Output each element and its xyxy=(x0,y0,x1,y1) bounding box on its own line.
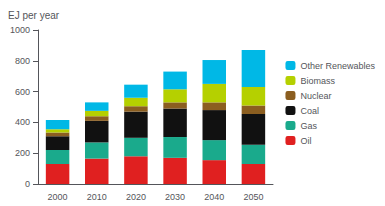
svg-text:Oil: Oil xyxy=(300,136,311,146)
svg-text:Gas: Gas xyxy=(300,121,317,131)
svg-text:1000: 1000 xyxy=(10,25,30,35)
svg-text:Other Renewables: Other Renewables xyxy=(300,61,375,71)
svg-text:200: 200 xyxy=(15,148,30,158)
svg-text:600: 600 xyxy=(15,87,30,97)
svg-text:2020: 2020 xyxy=(126,192,146,202)
svg-text:800: 800 xyxy=(15,56,30,66)
svg-text:2030: 2030 xyxy=(165,192,185,202)
svg-text:0: 0 xyxy=(25,179,30,189)
svg-text:EJ per year: EJ per year xyxy=(8,10,60,21)
svg-text:2010: 2010 xyxy=(87,192,107,202)
svg-text:Coal: Coal xyxy=(300,106,319,116)
svg-text:2050: 2050 xyxy=(243,192,263,202)
svg-text:Nuclear: Nuclear xyxy=(300,91,331,101)
svg-text:2000: 2000 xyxy=(48,192,68,202)
svg-text:Biomass: Biomass xyxy=(300,76,335,86)
svg-text:2040: 2040 xyxy=(204,192,224,202)
svg-text:400: 400 xyxy=(15,117,30,127)
